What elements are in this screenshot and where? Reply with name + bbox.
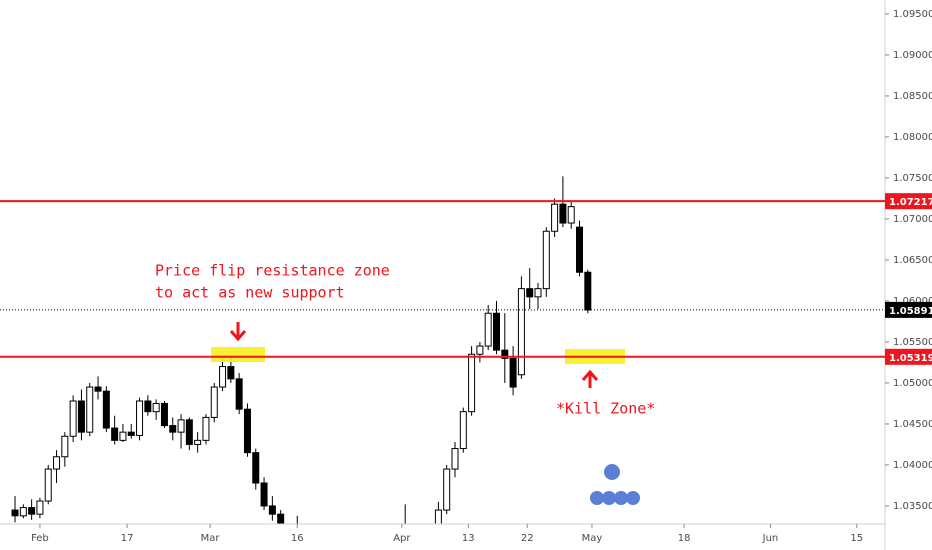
candle-body — [177, 419, 185, 433]
plot-area — [11, 176, 592, 524]
candle-body — [459, 411, 467, 450]
y-tick-label: 1.09500 — [893, 9, 932, 20]
x-tick-label: 17 — [121, 533, 134, 544]
y-tick-label: 1.03500 — [893, 501, 932, 512]
candle-body — [517, 288, 525, 376]
candle-body — [476, 345, 484, 355]
y-tick-label: 1.06000 — [893, 296, 932, 307]
candle-body — [36, 500, 44, 515]
resistance-zone — [211, 347, 265, 362]
x-tick-label: 18 — [678, 533, 691, 544]
candle-body — [501, 349, 509, 359]
candle-body — [443, 468, 451, 511]
candle-body — [144, 400, 152, 413]
candle-body — [69, 400, 77, 437]
candle-body — [567, 206, 575, 224]
candle-body — [451, 448, 459, 470]
candle-body — [235, 378, 243, 410]
event-icons — [590, 464, 640, 505]
candle-body — [169, 425, 177, 433]
candle-body — [277, 513, 285, 524]
x-tick-label: May — [582, 533, 603, 544]
candle-body — [219, 366, 227, 388]
candle-body — [559, 203, 567, 224]
candle-body — [542, 230, 550, 290]
x-tick-label: 16 — [291, 533, 304, 544]
price-tag — [885, 348, 932, 365]
x-tick-label: Feb — [31, 533, 49, 544]
price-tag-label: 1.07217 — [889, 197, 932, 208]
candle-body — [28, 507, 36, 515]
candle-body — [94, 386, 102, 392]
candle-body — [484, 312, 492, 347]
candle-body — [102, 390, 110, 429]
candle-body — [468, 353, 476, 413]
candle-body — [19, 507, 27, 517]
candle-body — [127, 431, 135, 436]
y-tick-label: 1.05000 — [893, 378, 932, 389]
candle-body — [576, 226, 584, 273]
candle-body — [551, 203, 559, 232]
annotation: *Kill Zone* — [556, 400, 655, 418]
y-tick-label: 1.05500 — [893, 337, 932, 348]
x-tick-label: Apr — [393, 533, 411, 544]
candle-body — [492, 312, 500, 351]
candle-body — [194, 439, 202, 445]
candle-body — [86, 386, 94, 433]
price-tag-label: 1.05319 — [889, 353, 932, 364]
y-tick-label: 1.08000 — [893, 132, 932, 143]
candle-body — [44, 468, 52, 502]
candle-body — [119, 431, 127, 441]
price-tag-label: 1.05891 — [889, 306, 932, 317]
price-tag — [885, 301, 932, 318]
candle-body — [11, 509, 19, 517]
annotation: Price flip resistance zone — [155, 262, 390, 280]
y-tick-label: 1.04500 — [893, 419, 932, 430]
candle-body — [152, 402, 160, 413]
y-tick-label: 1.04000 — [893, 460, 932, 471]
y-tick-label: 1.07500 — [893, 173, 932, 184]
candle-body — [526, 288, 534, 298]
candle-body — [111, 427, 119, 441]
candle-body — [534, 288, 542, 298]
candle-body — [509, 357, 517, 388]
y-tick-label: 1.09000 — [893, 50, 932, 61]
candle-body — [268, 505, 276, 515]
candle-body — [584, 271, 592, 311]
y-tick-label: 1.08500 — [893, 91, 932, 102]
candle-body — [160, 402, 168, 427]
annotation: to act as new support — [155, 284, 345, 302]
candle-body — [77, 400, 85, 433]
candle-body — [227, 366, 235, 380]
price-tag — [885, 193, 932, 210]
candle-body — [136, 400, 144, 436]
candle-body — [260, 482, 268, 507]
candle-body — [61, 435, 69, 458]
y-tick-label: 1.06500 — [893, 255, 932, 266]
x-tick-label: 22 — [521, 533, 534, 544]
y-tick-label: 1.07000 — [893, 214, 932, 225]
down-arrow — [229, 322, 247, 342]
candle-body — [243, 408, 251, 454]
x-tick-label: Jun — [762, 533, 779, 544]
candle-body — [53, 456, 61, 470]
x-tick-label: 13 — [462, 533, 475, 544]
candle-body — [202, 416, 210, 441]
candle-body — [185, 419, 193, 445]
candle-body — [210, 386, 218, 418]
x-tick-label: 15 — [850, 533, 863, 544]
up-arrow — [581, 369, 599, 388]
x-tick-label: Mar — [201, 533, 221, 544]
candle-body — [434, 509, 442, 524]
candle-body — [252, 452, 260, 484]
